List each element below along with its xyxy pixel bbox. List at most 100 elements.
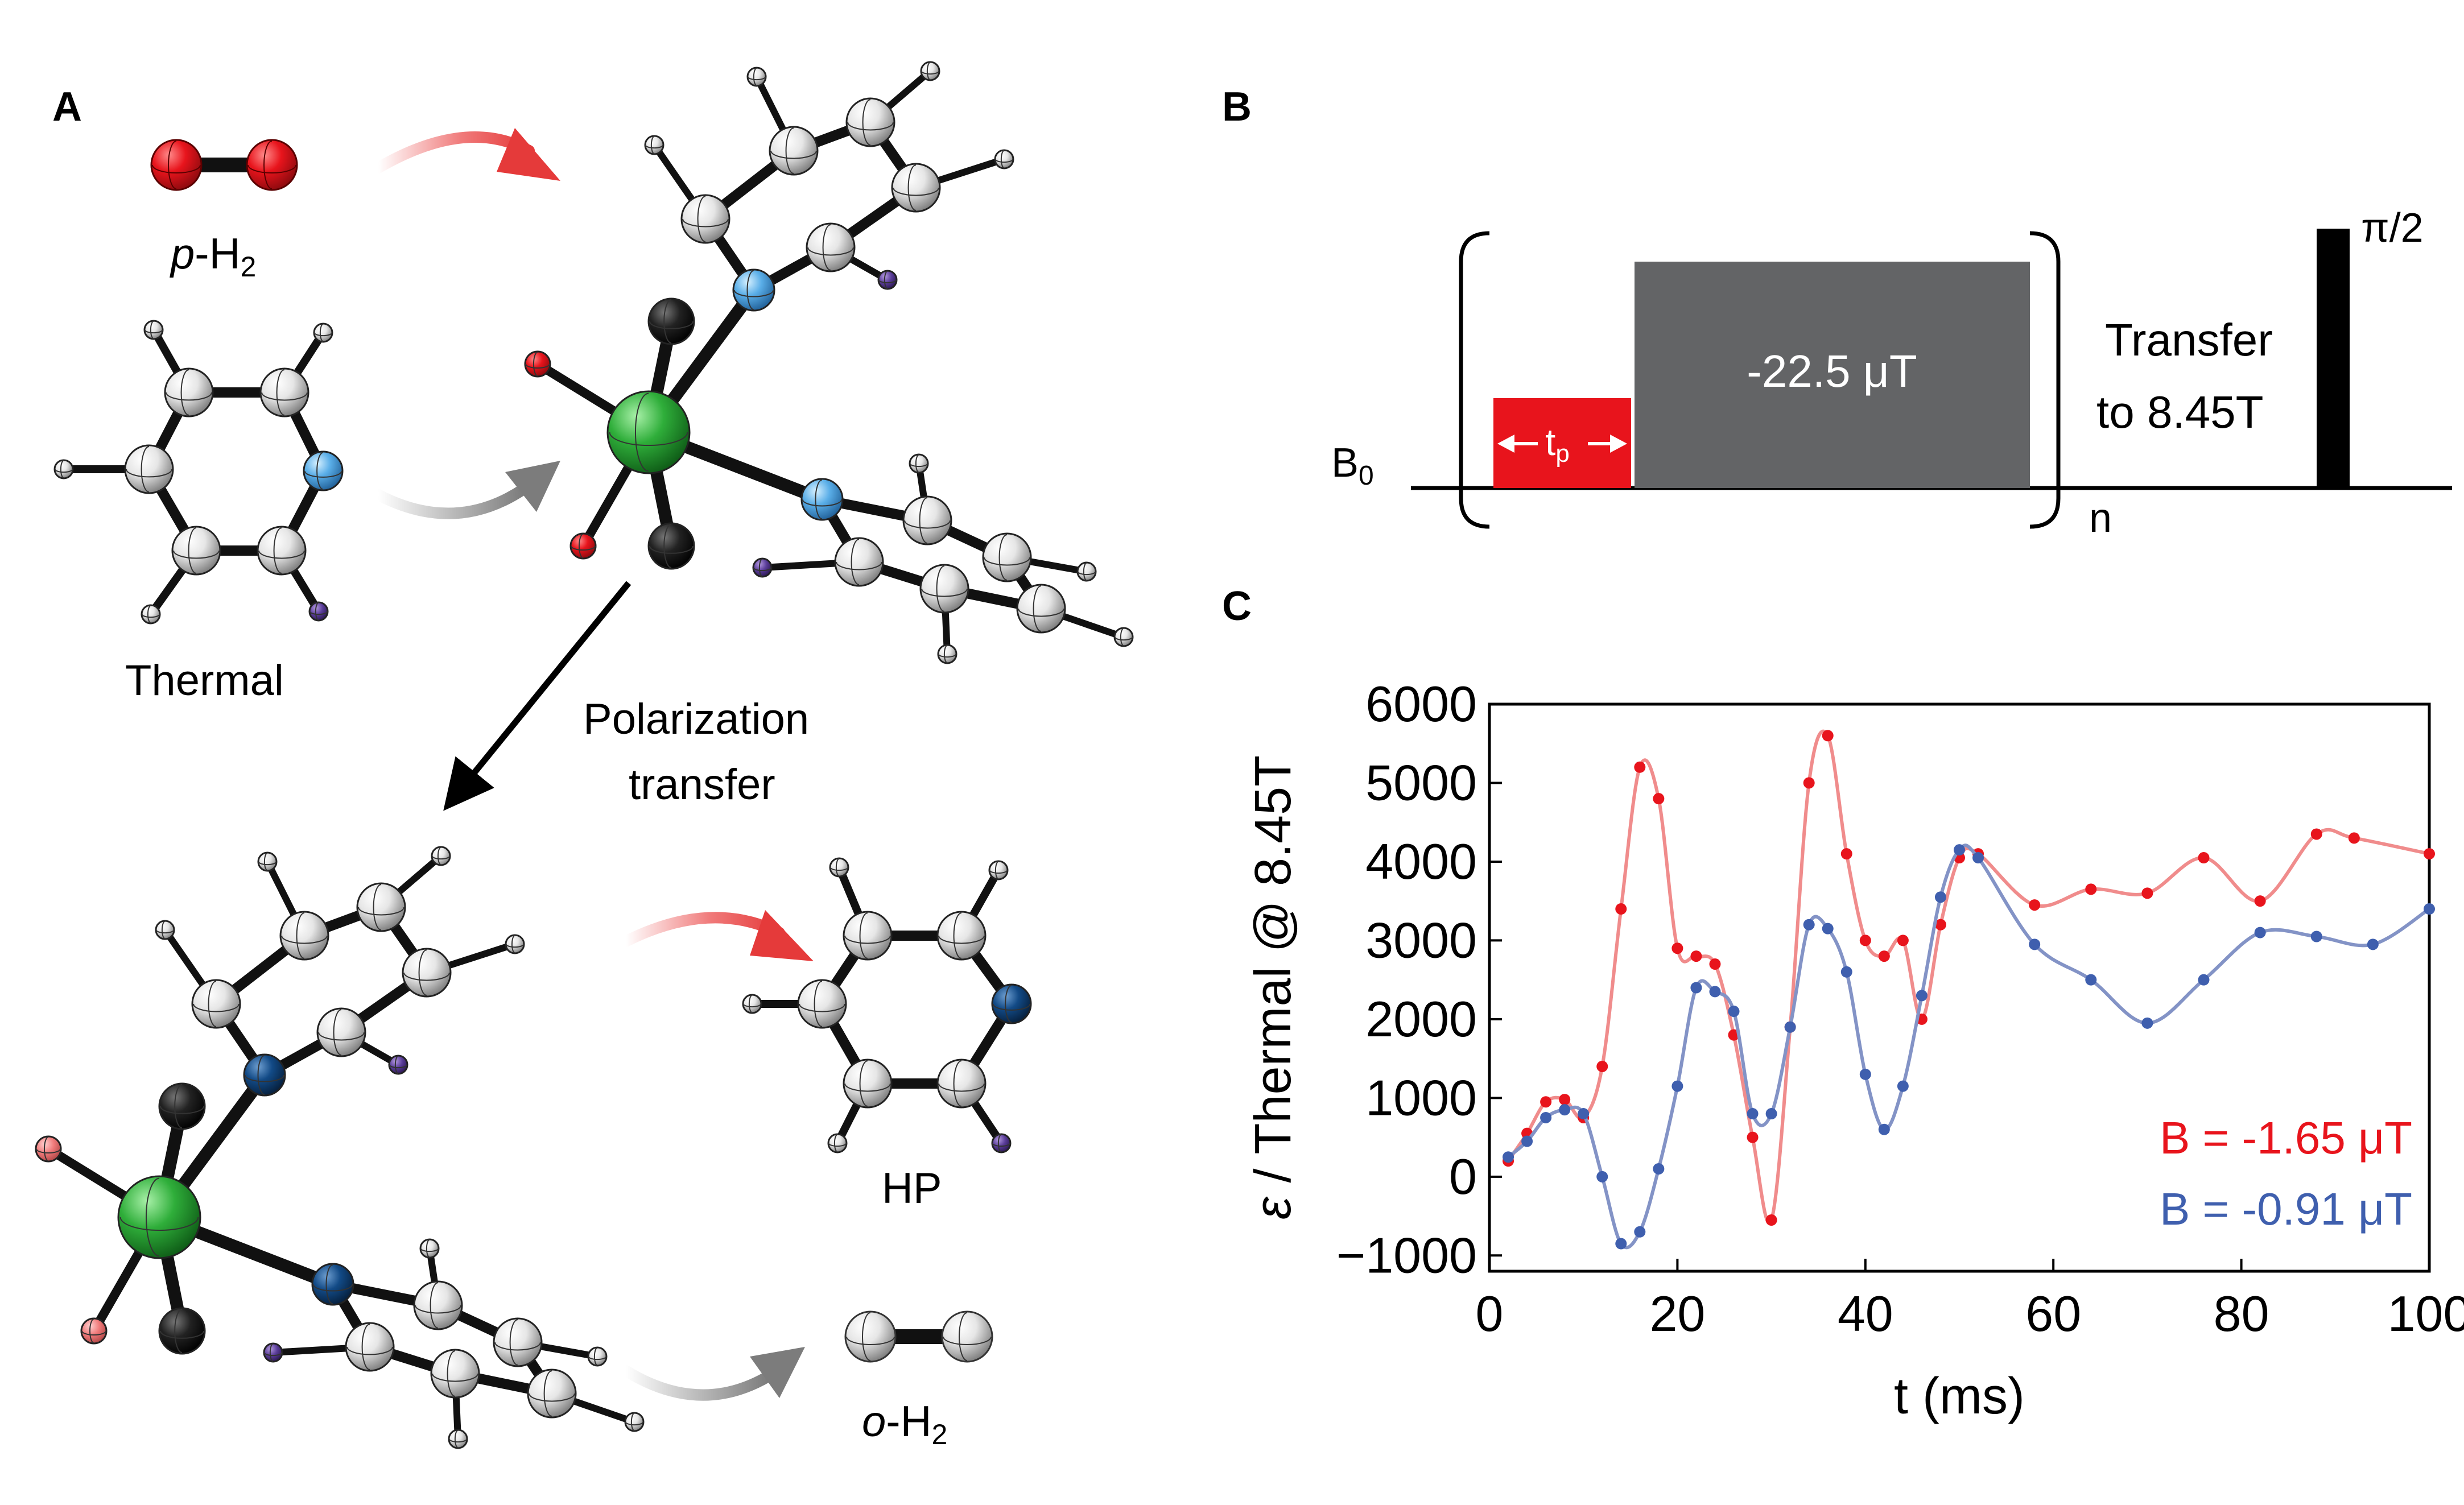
data-point (1709, 958, 1721, 970)
x-tick-label: 0 (1476, 1285, 1504, 1342)
data-point (2198, 852, 2210, 864)
white-atom (191, 979, 241, 1029)
legend-entry-red: B = -1.65 μT (2160, 1113, 2412, 1163)
data-point (1972, 852, 1984, 864)
green-atom (606, 390, 691, 474)
hydrogen-atom (844, 1310, 897, 1363)
red-curved-arrow-head (497, 128, 560, 181)
data-point (2348, 832, 2360, 844)
white-atom (797, 979, 847, 1029)
para-hydrogen-label: p-H2 (170, 230, 256, 283)
data-point (2141, 887, 2153, 899)
white-atom (994, 149, 1014, 169)
data-point (1840, 848, 1852, 860)
black-atom (158, 1307, 206, 1355)
data-point (1690, 982, 1702, 994)
data-point (1653, 1163, 1665, 1175)
purple-atom (991, 1133, 1012, 1153)
dblue-atom (991, 983, 1032, 1024)
white-atom (1016, 584, 1066, 634)
data-point (1578, 1108, 1590, 1120)
white-atom (143, 320, 164, 340)
data-point (1897, 935, 1909, 946)
white-atom (356, 882, 406, 932)
repeat-bracket-left (1459, 231, 1490, 529)
y-tick-label: 6000 (1365, 676, 1477, 732)
y-tick-label: −1000 (1336, 1227, 1477, 1283)
white-atom (843, 1059, 893, 1109)
white-atom (680, 194, 730, 244)
white-atom (919, 564, 969, 614)
data-point (1559, 1094, 1571, 1106)
white-atom (164, 367, 214, 417)
pi-half-pulse (2317, 229, 2350, 488)
grey-curved-arrow (373, 483, 529, 519)
polarization-transfer-label-line2: transfer (629, 760, 775, 809)
data-point (1615, 903, 1627, 915)
data-point (1822, 923, 1834, 935)
data-point (2085, 883, 2097, 895)
white-atom (155, 920, 175, 940)
white-atom (936, 911, 987, 961)
x-tick-label: 80 (2214, 1285, 2269, 1342)
data-point (1747, 1131, 1759, 1143)
data-point (1897, 1080, 1909, 1092)
data-point (2424, 903, 2435, 915)
white-atom (431, 846, 451, 866)
white-atom (53, 459, 74, 479)
white-atom (742, 994, 762, 1014)
white-atom (902, 495, 952, 545)
data-point (1709, 986, 1721, 998)
y-tick-label: 4000 (1365, 833, 1477, 890)
data-point (1934, 919, 1946, 931)
data-point (2310, 931, 2322, 942)
grey-curved-arrow-head (505, 461, 560, 512)
data-point (2254, 927, 2266, 938)
data-point (2029, 938, 2041, 950)
data-point (1934, 891, 1946, 903)
x-axis-label: t (ms) (1894, 1368, 2025, 1425)
white-atom (171, 526, 221, 576)
repeat-count-label: n (2089, 495, 2112, 541)
x-axis-ticks: 0 20 40 60 80 100 (1476, 1259, 2464, 1342)
data-point (2198, 974, 2210, 986)
data-point (1784, 1021, 1796, 1033)
x-tick-label: 40 (1838, 1285, 1893, 1342)
field-block (1635, 262, 2030, 488)
pink-atom (80, 1317, 108, 1345)
panel-a: A p-H2 Thermal Polarization (35, 61, 1134, 1450)
y-tick-label: 1000 (1365, 1069, 1477, 1126)
green-atom (117, 1175, 201, 1259)
white-atom (493, 1317, 543, 1367)
white-atom (937, 644, 957, 664)
iridium-complex-hyperpolarized (35, 846, 645, 1449)
white-atom (806, 222, 856, 272)
data-point (1859, 1068, 1871, 1080)
white-atom (1113, 627, 1134, 647)
white-atom (845, 97, 895, 147)
y-tick-label: 0 (1449, 1148, 1477, 1205)
panel-c-label: C (1222, 584, 1252, 629)
hyperpolarized-pyridine-molecule (742, 857, 1032, 1153)
x-tick-label: 60 (2025, 1285, 2081, 1342)
white-atom (988, 860, 1009, 880)
data-point (1540, 1096, 1552, 1108)
thermal-label: Thermal (125, 656, 284, 705)
data-point (1634, 761, 1646, 773)
purple-atom (388, 1055, 408, 1075)
white-atom (505, 934, 525, 954)
black-atom (647, 522, 695, 570)
white-atom (827, 1133, 848, 1153)
white-atom (936, 1059, 987, 1109)
data-point (1653, 793, 1665, 805)
data-point (1671, 942, 1683, 954)
polarization-transfer-arrow (443, 581, 632, 811)
hydrogen-atom (246, 139, 298, 191)
data-point (1916, 990, 1928, 1002)
hydrogen-atom (150, 139, 203, 191)
white-atom (430, 1349, 480, 1399)
data-point (1634, 1226, 1646, 1238)
transfer-label-line2: to 8.45T (2096, 387, 2264, 437)
